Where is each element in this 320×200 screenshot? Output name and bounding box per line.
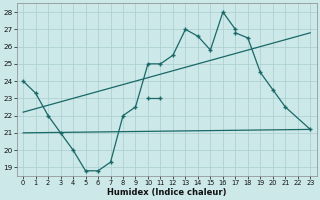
- X-axis label: Humidex (Indice chaleur): Humidex (Indice chaleur): [107, 188, 227, 197]
